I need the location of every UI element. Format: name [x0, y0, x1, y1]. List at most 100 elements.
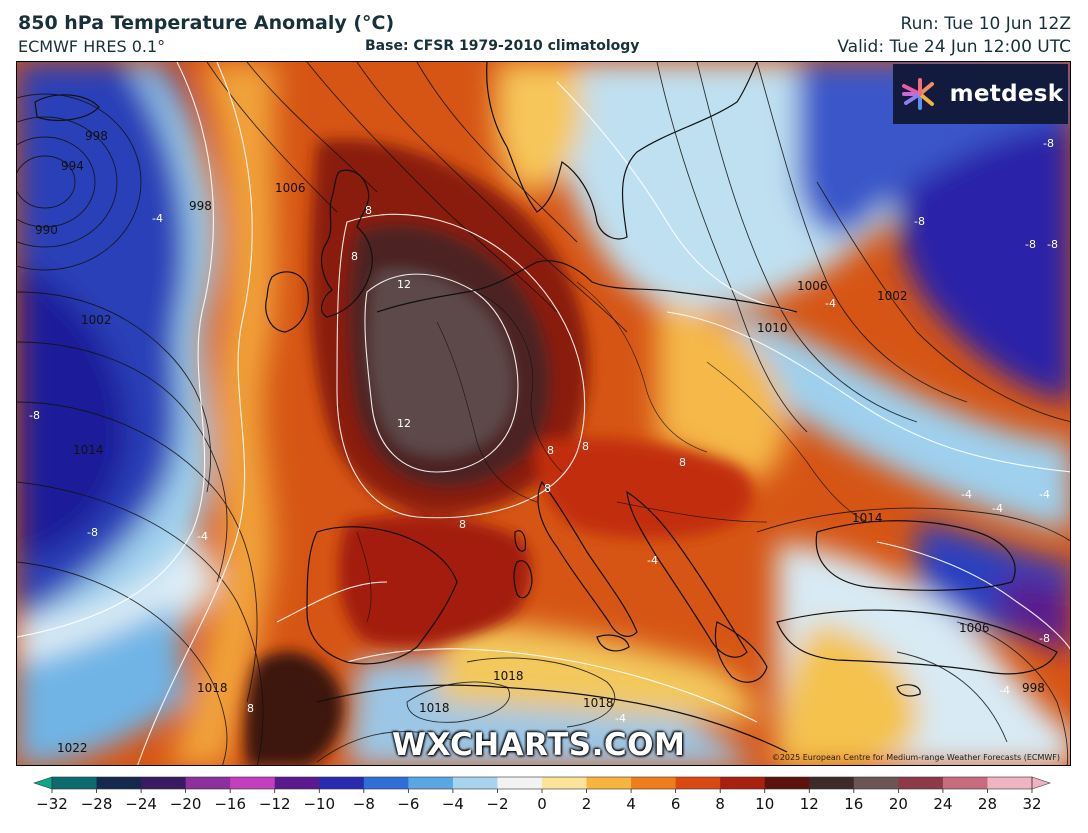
isobar-label: 1002: [877, 289, 908, 303]
isobar-west-4: [17, 481, 264, 765]
anomaly-contour-label: 8: [459, 518, 466, 531]
anomaly-contour-label: 8: [679, 456, 686, 469]
anomaly-contour-label: -4: [615, 712, 626, 725]
anomaly-contour-label: -4: [152, 212, 163, 225]
isobar-label: 1022: [57, 741, 88, 755]
colorbar-tick-label: −4: [442, 795, 464, 813]
colorbar-ticks: −32 −28 −24 −20 −16 −12 −10 −8 −6 −4 −2 0 2 4 6 8 10 12 16…: [36, 789, 1042, 813]
climatology-base: Base: CFSR 1979-2010 climatology: [365, 38, 640, 54]
isobar-label: 1018: [493, 669, 524, 683]
anomaly-contour-label: 8: [351, 250, 358, 263]
isobar-label: 1002: [81, 313, 112, 327]
colorbar-tick-label: −32: [36, 795, 68, 813]
anomaly-contour-label: -8: [87, 526, 98, 539]
metdesk-logo-text: metdesk: [949, 81, 1064, 107]
colorbar-tick-label: 12: [800, 795, 819, 813]
colorbar-tick-label: 10: [755, 795, 774, 813]
model-name: ECMWF HRES 0.1°: [18, 37, 166, 56]
isobar-se-1: [756, 507, 1070, 542]
colorbar-swatch: [675, 777, 721, 789]
isobar-west-2: [17, 341, 228, 583]
anomaly-contour-label: -8: [29, 409, 40, 422]
chart-title: 850 hPa Temperature Anomaly (°C): [18, 12, 395, 34]
anomaly-contour-label: -4: [1039, 488, 1050, 501]
contour-med: [346, 648, 758, 723]
isobar-east-3: [816, 181, 1070, 422]
isobar-label: 1018: [419, 701, 450, 715]
isobar-west-1: [17, 291, 212, 493]
metdesk-logo-icon: [901, 78, 934, 110]
coast-black-sea: [815, 520, 1016, 591]
colorbar-tick-label: 2: [582, 795, 592, 813]
contour-north: [556, 81, 798, 313]
colorbar-tick-label: −12: [259, 795, 291, 813]
isobar-label: 1014: [852, 511, 883, 525]
colorbar-swatch: [586, 777, 632, 789]
coast-corsica: [514, 530, 527, 552]
metdesk-logo: metdesk: [893, 64, 1068, 124]
colorbar-swatch: [274, 777, 320, 789]
isobar-east-2: [756, 62, 968, 403]
low-center-ring-4: [17, 93, 142, 271]
isobar-label: 1006: [275, 181, 306, 195]
anomaly-contour-label: -8: [1025, 238, 1036, 251]
colorbar-swatch: [809, 777, 855, 789]
colorbar-swatch: [185, 777, 231, 789]
isobar-west-3: [17, 401, 258, 703]
isobar-north-3: [306, 62, 558, 313]
colorbar-tick-label: 32: [1022, 795, 1041, 813]
colorbar-swatch: [898, 777, 944, 789]
colorbar-swatch: [853, 777, 899, 789]
border-germany: [476, 291, 563, 473]
france-red: [338, 515, 531, 646]
coast-balkans: [626, 490, 748, 658]
colorbar-swatch: [319, 777, 365, 789]
colorbar-swatch: [52, 777, 98, 789]
colorbar-tick-label: −2: [486, 795, 508, 813]
isobar-north-4: [356, 62, 628, 333]
southwest-blue: [17, 602, 187, 765]
border-france: [436, 321, 538, 503]
isobar-med-2: [466, 657, 616, 728]
border-spain: [356, 531, 372, 623]
colorbar-swatch: [987, 777, 1033, 789]
border-danube: [616, 501, 768, 523]
coast-ireland: [265, 271, 309, 333]
border-ukraine: [706, 361, 868, 523]
contour-12-outer: [364, 273, 519, 473]
iberia-hot: [244, 651, 343, 765]
deep-cold-atlantic: [17, 262, 129, 562]
anomaly-contour-label: -4: [197, 530, 208, 543]
turkey-purple: [997, 577, 1070, 652]
coast-north-europe: [376, 260, 798, 313]
anomaly-contour-label: -4: [647, 554, 658, 567]
colorbar-tick-label: −10: [303, 795, 335, 813]
isobar-east-4: [656, 62, 808, 433]
colorbar-tick-label: 8: [715, 795, 725, 813]
isobar-north-1: [206, 62, 338, 213]
hot-core-field: [244, 139, 754, 765]
colorbar-swatch: [408, 777, 454, 789]
anomaly-field: [17, 62, 1070, 765]
contour-west-0: [137, 62, 253, 765]
anomaly-contour-label: 12: [397, 278, 411, 291]
colorbar-tick-label: −24: [125, 795, 157, 813]
colorbar-tick-label: 20: [889, 795, 908, 813]
hot-core-grey: [369, 269, 514, 456]
isobar-label: 998: [1022, 681, 1045, 695]
contour-se: [876, 541, 1070, 650]
isobar-se-2: [956, 621, 1069, 765]
central-red: [536, 438, 754, 539]
colorbar: −32 −28 −24 −20 −16 −12 −10 −8 −6 −4 −2 0 2 4 6 8 10 12 16…: [33, 776, 1051, 813]
baltic-yellow: [495, 62, 583, 194]
anomaly-contour-label: 8: [547, 444, 554, 457]
anomaly-contour-label: -8: [1047, 238, 1058, 251]
coast-turkey: [776, 609, 1058, 675]
levant-yellow: [777, 622, 919, 765]
isobar-label: 1018: [197, 681, 228, 695]
isobar-east-1: [696, 62, 918, 423]
colorbar-swatch: [631, 777, 677, 789]
colorbar-min-arrow: [33, 776, 53, 790]
colorbar-swatch: [363, 777, 409, 789]
isobar-west-5: [17, 561, 228, 765]
